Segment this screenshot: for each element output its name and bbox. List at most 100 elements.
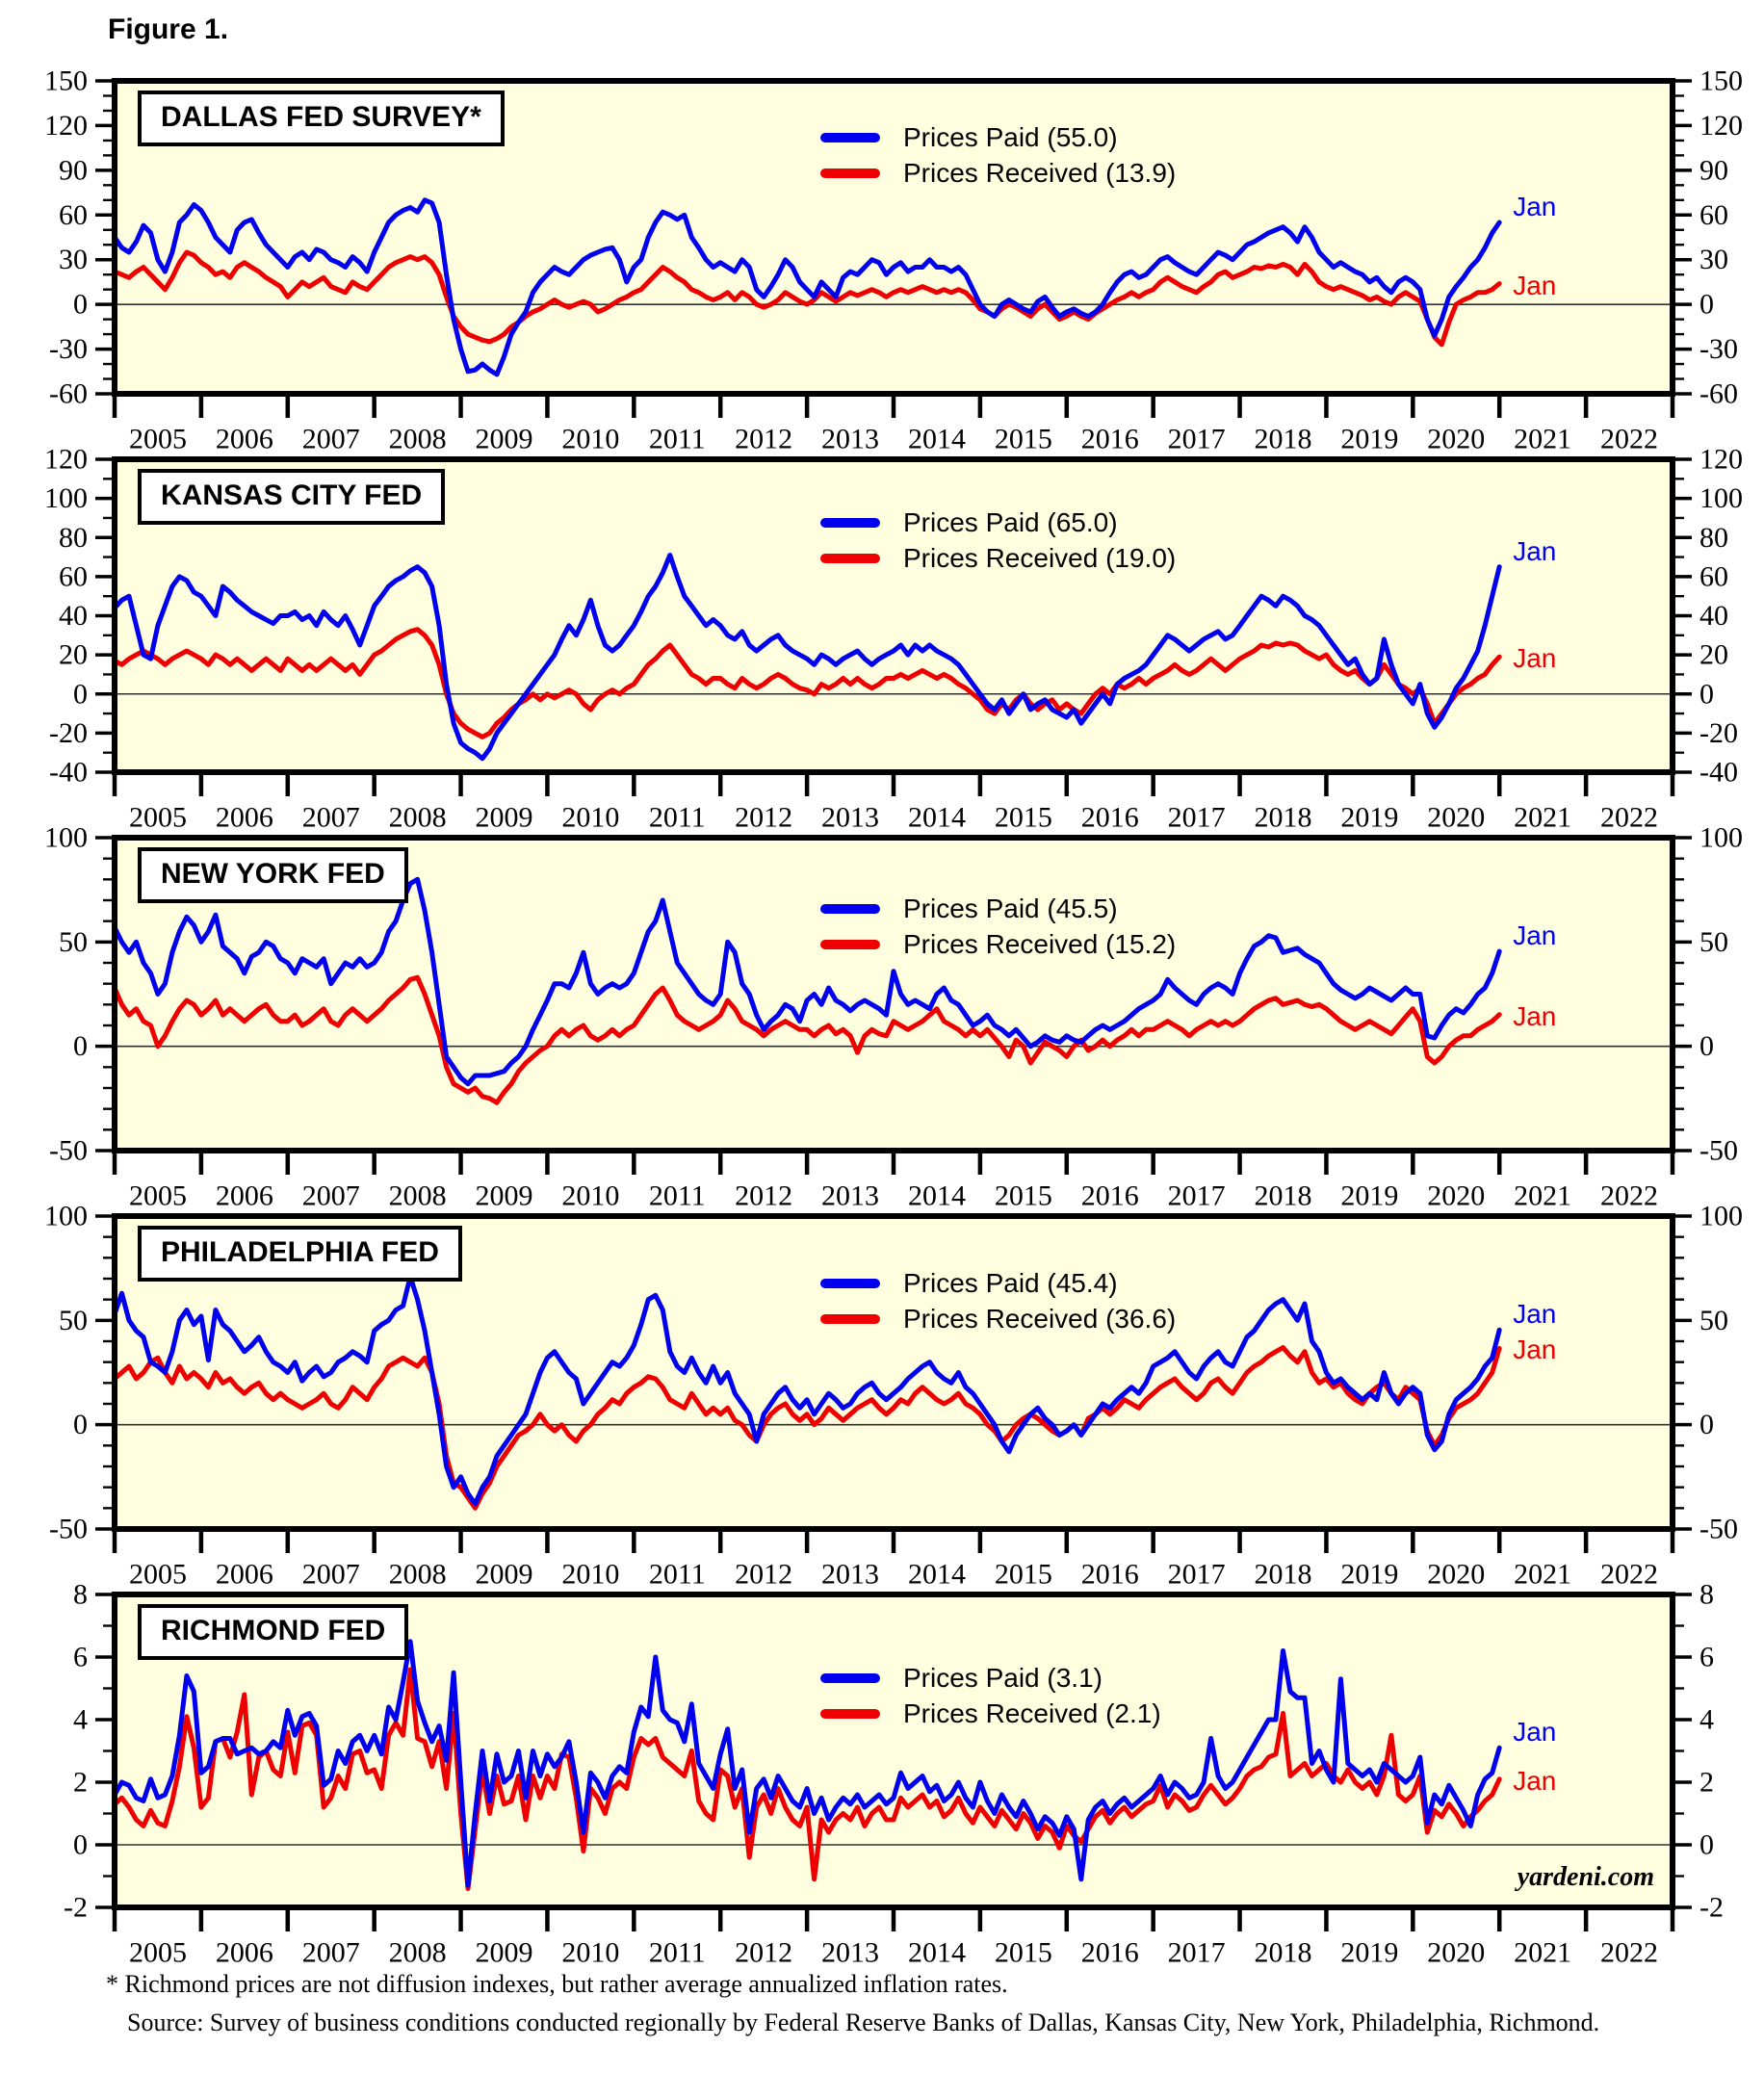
legend-row: Prices Received (36.6) <box>820 1301 1176 1336</box>
new-york-year-label: 2014 <box>908 1180 966 1212</box>
dallas-ylabel-left: 0 <box>73 289 88 321</box>
legend-kansas-city: Prices Paid (65.0) Prices Received (19.0… <box>820 505 1176 576</box>
kansas-city-ylabel-right: 60 <box>1699 560 1728 592</box>
kansas-city-year-label: 2022 <box>1600 802 1658 834</box>
dallas-year-label: 2010 <box>561 424 619 455</box>
kansas-city-ylabel-left: 100 <box>44 482 88 514</box>
dallas-ylabel-left: -30 <box>49 333 88 365</box>
prices-received-line-dallas <box>112 249 1502 348</box>
dallas-ylabel-right: 150 <box>1699 65 1743 97</box>
legend-row: Prices Received (15.2) <box>820 926 1176 962</box>
dallas-year-label: 2009 <box>476 424 533 455</box>
footnote-source: Source: Survey of business conditions co… <box>127 2008 1600 2036</box>
richmond-year-label: 2005 <box>129 1937 187 1969</box>
kansas-city-ylabel-left: 0 <box>73 678 88 710</box>
dallas-year-label: 2017 <box>1168 424 1226 455</box>
dallas-plot-border <box>112 78 1675 397</box>
prices-paid-line-richmond <box>112 1639 1502 1888</box>
richmond-ylabel-left: 2 <box>73 1767 88 1799</box>
kansas-city-year-label: 2020 <box>1427 802 1485 834</box>
prices-received-line-new-york <box>112 974 1502 1105</box>
richmond-year-label: 2010 <box>561 1937 619 1969</box>
legend-label-prices-paid: Prices Paid (45.5) <box>903 893 1118 923</box>
kansas-city-year-label: 2010 <box>561 802 619 834</box>
dallas-year-label: 2006 <box>216 424 273 455</box>
kansas-city-year-label: 2005 <box>129 802 187 834</box>
legend-swatch-prices-paid-icon <box>820 132 880 143</box>
philadelphia-year-label: 2019 <box>1340 1559 1398 1591</box>
philadelphia-ylabel-left: 50 <box>59 1305 88 1336</box>
legend-new-york: Prices Paid (45.5) Prices Received (15.2… <box>820 891 1176 962</box>
kansas-city-year-label: 2014 <box>908 802 966 834</box>
new-york-ylabel-left: 100 <box>44 822 88 854</box>
legend-swatch-prices-paid-icon <box>820 1278 880 1288</box>
kansas-city-year-label: 2012 <box>735 802 792 834</box>
legend-row: Prices Paid (65.0) <box>820 505 1176 540</box>
richmond-year-label: 2015 <box>995 1937 1052 1969</box>
kansas-city-year-label: 2011 <box>649 802 706 834</box>
philadelphia-ylabel-right: -50 <box>1699 1514 1738 1545</box>
legend-label-prices-received: Prices Received (15.2) <box>903 928 1177 959</box>
richmond-ylabel-right: 4 <box>1699 1704 1714 1736</box>
kansas-city-ylabel-right: -20 <box>1699 717 1738 749</box>
legend-label-prices-received: Prices Received (19.0) <box>903 542 1177 573</box>
kansas-city-ylabel-left: 80 <box>59 522 88 554</box>
kansas-city-ylabel-right: 120 <box>1699 444 1743 476</box>
legend-swatch-prices-paid-icon <box>820 517 880 528</box>
philadelphia-year-label: 2017 <box>1168 1559 1226 1591</box>
legend-row: Prices Received (19.0) <box>820 540 1176 576</box>
new-york-year-label: 2009 <box>476 1180 533 1212</box>
richmond-year-label: 2006 <box>216 1937 273 1969</box>
richmond-year-label: 2012 <box>735 1937 792 1969</box>
new-york-ylabel-right: 0 <box>1699 1030 1714 1062</box>
philadelphia-ylabel-left: 0 <box>73 1409 88 1440</box>
dallas-year-label: 2018 <box>1255 424 1312 455</box>
kansas-city-year-label: 2008 <box>389 802 447 834</box>
chart-title-philadelphia: PHILADELPHIA FED <box>138 1226 462 1282</box>
dallas-year-label: 2019 <box>1340 424 1398 455</box>
dallas-year-label: 2021 <box>1514 424 1571 455</box>
richmond-ylabel-right: -2 <box>1699 1892 1724 1924</box>
legend-label-prices-received: Prices Received (36.6) <box>903 1303 1177 1334</box>
kansas-city-ylabel-left: -40 <box>49 757 88 789</box>
dallas-year-label: 2020 <box>1427 424 1485 455</box>
jan-label-prices-paid-richmond: Jan <box>1513 1717 1557 1748</box>
richmond-year-label: 2007 <box>302 1937 360 1969</box>
legend-philadelphia: Prices Paid (45.4) Prices Received (36.6… <box>820 1265 1176 1336</box>
richmond-year-label: 2019 <box>1340 1937 1398 1969</box>
chart-title-kansas-city: KANSAS CITY FED <box>138 469 446 525</box>
philadelphia-year-label: 2005 <box>129 1559 187 1591</box>
philadelphia-year-label: 2012 <box>735 1559 792 1591</box>
philadelphia-year-label: 2021 <box>1514 1559 1571 1591</box>
richmond-year-label: 2017 <box>1168 1937 1226 1969</box>
new-york-ylabel-left: -50 <box>49 1135 88 1167</box>
philadelphia-plot-border <box>112 1213 1675 1532</box>
legend-label-prices-paid: Prices Paid (65.0) <box>903 506 1118 537</box>
dallas-ylabel-right: 0 <box>1699 289 1714 321</box>
legend-row: Prices Received (13.9) <box>820 155 1176 191</box>
new-york-year-label: 2016 <box>1081 1180 1139 1212</box>
philadelphia-year-label: 2020 <box>1427 1559 1485 1591</box>
dallas-year-label: 2007 <box>302 424 360 455</box>
prices-paid-line-philadelphia <box>112 1274 1502 1507</box>
dallas-ylabel-left: 60 <box>59 199 88 231</box>
legend-label-prices-paid: Prices Paid (55.0) <box>903 121 1118 152</box>
jan-label-prices-paid-philadelphia: Jan <box>1513 1299 1557 1330</box>
legend-row: Prices Paid (45.5) <box>820 891 1176 926</box>
new-york-year-label: 2020 <box>1427 1180 1485 1212</box>
dallas-ylabel-right: -30 <box>1699 333 1738 365</box>
kansas-city-ylabel-right: -40 <box>1699 757 1738 789</box>
new-york-year-label: 2017 <box>1168 1180 1226 1212</box>
dallas-year-label: 2022 <box>1600 424 1658 455</box>
dallas-ylabel-left: -60 <box>49 378 88 410</box>
philadelphia-year-label: 2015 <box>995 1559 1052 1591</box>
legend-swatch-prices-paid-icon <box>820 1672 880 1683</box>
chart-title-new-york: NEW YORK FED <box>138 847 408 903</box>
philadelphia-year-label: 2018 <box>1255 1559 1312 1591</box>
new-york-year-label: 2005 <box>129 1180 187 1212</box>
dallas-ylabel-left: 30 <box>59 244 88 275</box>
dallas-year-label: 2014 <box>908 424 966 455</box>
jan-label-prices-received-kansas-city: Jan <box>1513 643 1557 674</box>
richmond-year-label: 2022 <box>1600 1937 1658 1969</box>
philadelphia-year-label: 2022 <box>1600 1559 1658 1591</box>
